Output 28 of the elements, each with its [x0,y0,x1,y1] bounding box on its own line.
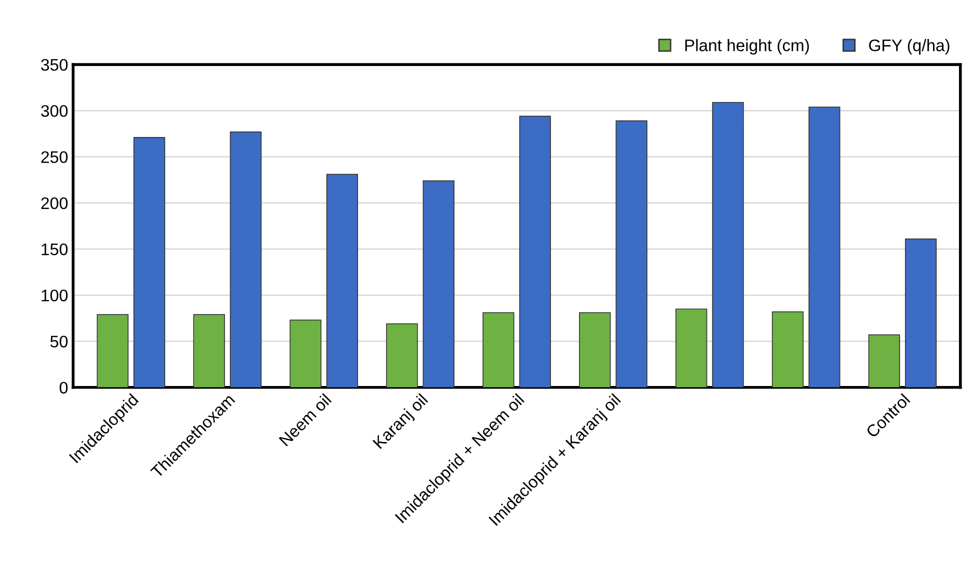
y-tick-label: 300 [41,105,68,117]
y-tick-label: 100 [42,290,68,302]
bar [772,311,804,388]
bar [868,334,900,388]
bar [482,312,514,388]
bar [96,314,129,388]
bar [422,180,454,388]
y-tick-label: 150 [42,243,68,256]
bar [675,308,708,388]
bar [808,106,840,388]
legend-label: Plant height (cm) [685,39,809,55]
bar [230,131,262,388]
bar [904,238,937,388]
bar [326,174,358,388]
y-tick-label: 200 [41,197,68,210]
y-tick-label: 250 [41,151,68,164]
bar [386,323,418,388]
bar [616,120,648,388]
y-tick-label: 350 [41,58,68,71]
bar [133,137,166,388]
legend-label: GFY (q/ha) [869,39,950,55]
bar [290,320,322,388]
bar [193,314,225,388]
bar [579,312,611,388]
bar [712,102,744,388]
y-tick-label: 50 [50,336,68,348]
bar [519,116,551,388]
y-tick-label: 0 [60,382,68,394]
